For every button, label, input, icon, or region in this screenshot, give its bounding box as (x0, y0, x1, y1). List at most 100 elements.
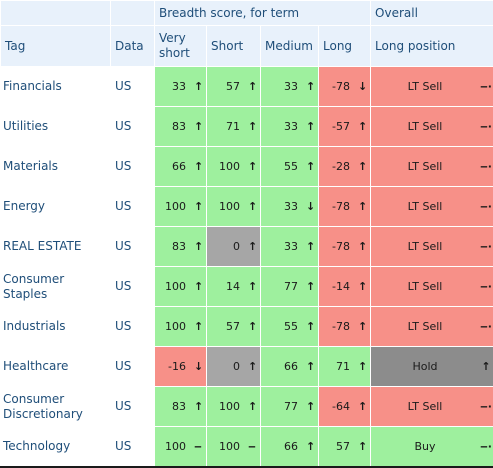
arrow-up-icon: ↑ (306, 320, 316, 333)
table-row[interactable]: Consumer Staples US 100 ↑ 14 ↑ 77 ↑ -14 ↑ LT Sell ‒… (0, 266, 493, 307)
cell-tag[interactable]: REAL ESTATE (0, 226, 111, 267)
column-header-short[interactable]: Short (206, 25, 261, 67)
cell-tag[interactable]: Consumer Staples (0, 266, 111, 307)
score-value: 33 (172, 80, 186, 93)
cell-long-position: LT Sell ‒· (370, 226, 493, 267)
cell-tag[interactable]: Technology (0, 426, 111, 468)
arrow-up-icon: ↑ (194, 280, 204, 293)
cell-score-l: 57 ↑ (317, 426, 372, 468)
table-row[interactable]: Utilities US 83 ↑ 71 ↑ 33 ↑ -57 ↑ LT Sell ‒· (0, 106, 493, 147)
arrow-up-icon: ↑ (306, 120, 316, 133)
cell-long-position: LT Sell ‒· (370, 306, 493, 347)
position-label: Hold (412, 360, 438, 373)
cell-tag[interactable]: Healthcare (0, 346, 111, 387)
cell-score-l: -14 ↑ (317, 266, 372, 307)
arrow-up-icon: ↑ (248, 200, 258, 213)
score-value: -28 (332, 160, 351, 173)
cell-score-vs: 66 ↑ (154, 146, 207, 187)
cell-score-m: 33 ↑ (260, 66, 319, 107)
arrow-up-icon: ↑ (306, 360, 316, 373)
position-label: LT Sell (407, 80, 443, 93)
position-label: Buy (414, 440, 436, 453)
arrow-up-icon: ↑ (306, 160, 316, 173)
table-row[interactable]: Energy US 100 ↑ 100 ↑ 33 ↓ -78 ↑ LT Sell ‒· (0, 186, 493, 227)
position-label: LT Sell (407, 160, 443, 173)
arrow-up-icon: ↑ (248, 80, 258, 93)
score-value: 100 (165, 440, 186, 453)
score-value: 71 (226, 120, 240, 133)
dash-icon: ‒· (480, 400, 492, 413)
cell-data: US (110, 186, 155, 227)
dash-icon: ‒ (248, 440, 256, 453)
arrow-up-icon: ↑ (248, 320, 258, 333)
column-header-long-position[interactable]: Long position (370, 25, 493, 67)
column-header-tag[interactable]: Tag (0, 25, 111, 67)
column-header-very-short[interactable]: Very short (154, 25, 207, 67)
arrow-up-icon: ↑ (358, 120, 368, 133)
cell-score-s: 0 ↑ (206, 346, 261, 387)
cell-data: US (110, 266, 155, 307)
table-row[interactable]: Materials US 66 ↑ 100 ↑ 55 ↑ -28 ↑ LT Sell ‒· (0, 146, 493, 187)
arrow-up-icon: ↑ (194, 240, 204, 253)
cell-data: US (110, 226, 155, 267)
cell-tag[interactable]: Consumer Discretionary (0, 386, 111, 427)
score-value: -14 (332, 280, 351, 293)
table-row[interactable]: Healthcare US -16 ↓ 0 ↑ 66 ↑ 71 ↑ Hold ↑ (0, 346, 493, 387)
cell-score-s: 57 ↑ (206, 306, 261, 347)
cell-score-vs: 83 ↑ (154, 106, 207, 147)
arrow-up-icon: ↑ (358, 200, 368, 213)
score-value: 77 (284, 280, 298, 293)
table-row[interactable]: Consumer Discretionary US 83 ↑ 100 ↑ 77 ↑ -64 ↑ LT… (0, 386, 493, 427)
column-header-long[interactable]: Long (317, 25, 372, 67)
cell-score-l: 71 ↑ (317, 346, 372, 387)
score-value: 66 (284, 360, 298, 373)
column-header-data[interactable]: Data (110, 25, 155, 67)
score-value: -64 (332, 400, 351, 413)
score-value: 66 (172, 160, 186, 173)
cell-long-position: LT Sell ‒· (370, 106, 493, 147)
dash-icon: ‒· (480, 440, 492, 453)
column-header-medium[interactable]: Medium (260, 25, 319, 67)
cell-score-m: 77 ↑ (260, 386, 319, 427)
arrow-up-icon: ↑ (306, 240, 316, 253)
cell-score-m: 55 ↑ (260, 306, 319, 347)
cell-score-m: 33 ↓ (260, 186, 319, 227)
dash-icon: ‒ (194, 440, 202, 453)
score-value: 100 (219, 160, 240, 173)
cell-score-s: 100 ‒ (206, 426, 261, 468)
score-value: 0 (233, 360, 240, 373)
score-value: 66 (284, 440, 298, 453)
cell-tag[interactable]: Energy (0, 186, 111, 227)
cell-score-s: 71 ↑ (206, 106, 261, 147)
cell-long-position: Buy ‒· (370, 426, 493, 468)
table-row[interactable]: Industrials US 100 ↑ 57 ↑ 55 ↑ -78 ↑ LT Sell ‒· (0, 306, 493, 347)
score-value: -57 (332, 120, 351, 133)
cell-data: US (110, 346, 155, 387)
cell-tag[interactable]: Materials (0, 146, 111, 187)
cell-data: US (110, 106, 155, 147)
cell-data: US (110, 146, 155, 187)
cell-score-m: 66 ↑ (260, 426, 319, 468)
score-value: -78 (332, 80, 351, 93)
score-value: -78 (332, 200, 351, 213)
cell-tag[interactable]: Financials (0, 66, 111, 107)
cell-tag[interactable]: Industrials (0, 306, 111, 347)
arrow-up-icon: ↑ (194, 400, 204, 413)
cell-tag[interactable]: Utilities (0, 106, 111, 147)
table-row[interactable]: Financials US 33 ↑ 57 ↑ 33 ↑ -78 ↓ LT Sell ‒· (0, 66, 493, 107)
cell-long-position: LT Sell ‒· (370, 186, 493, 227)
dash-icon: ‒· (480, 280, 492, 293)
arrow-up-icon: ↑ (194, 320, 204, 333)
score-value: 71 (336, 360, 351, 373)
arrow-up-icon: ↑ (358, 240, 368, 253)
cell-score-s: 100 ↑ (206, 146, 261, 187)
score-value: -78 (332, 240, 351, 253)
table-row[interactable]: Technology US 100 ‒ 100 ‒ 66 ↑ 57 ↑ Buy ‒· (0, 426, 493, 468)
cell-score-s: 100 ↑ (206, 186, 261, 227)
arrow-up-icon: ↑ (306, 280, 316, 293)
score-value: 14 (226, 280, 240, 293)
arrow-up-icon: ↑ (358, 280, 368, 293)
table-row[interactable]: REAL ESTATE US 83 ↑ 0 ↑ 33 ↑ -78 ↑ LT Sell ‒· (0, 226, 493, 267)
cell-long-position: LT Sell ‒· (370, 386, 493, 427)
